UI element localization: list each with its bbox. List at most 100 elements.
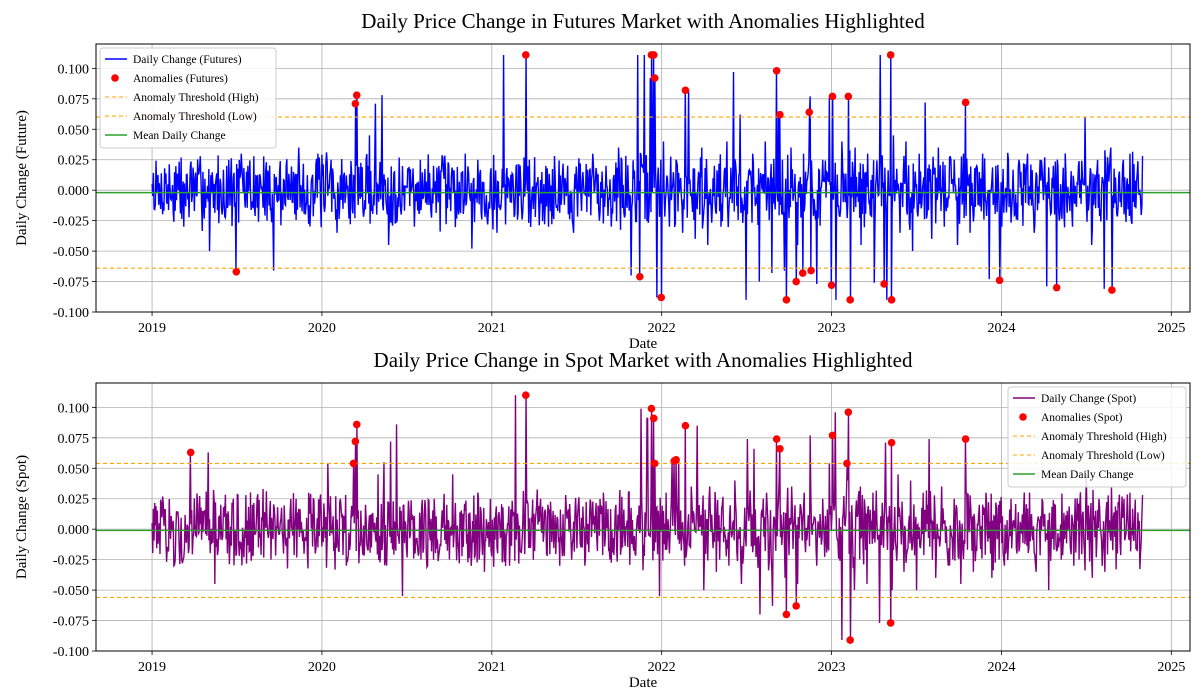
anomaly-point [232, 268, 241, 276]
legend-entry-anomalies: Anomalies (Futures) [111, 73, 228, 85]
anomaly-point [843, 459, 851, 468]
anomaly-point [772, 67, 781, 75]
legend-entry-mean: Mean Daily Change [105, 130, 226, 142]
chart-panel-spot: Daily Price Change in Spot Market with A… [14, 348, 1191, 691]
anomaly-point [846, 296, 854, 304]
anomaly-point [352, 91, 361, 99]
chart-title: Daily Price Change in Spot Market with A… [374, 348, 913, 372]
legend-label: Anomalies (Futures) [133, 73, 228, 85]
x-tick-label: 2021 [478, 321, 506, 336]
anomaly-point [1108, 286, 1116, 294]
anomaly-point [807, 266, 815, 275]
anomaly-point [521, 391, 530, 399]
legend-marker-dot [111, 74, 119, 82]
legend-label: Daily Change (Futures) [133, 54, 242, 66]
x-tick-label: 2019 [138, 660, 166, 675]
y-tick-label: 0.075 [58, 93, 90, 108]
legend-label: Anomaly Threshold (High) [133, 92, 259, 104]
legend-label: Anomaly Threshold (Low) [133, 111, 257, 123]
legend-entry-anomalies: Anomalies (Spot) [1019, 412, 1123, 424]
anomaly-point [887, 296, 896, 304]
legend-entry-threshold-high: Anomaly Threshold (High) [1013, 431, 1167, 443]
x-tick-label: 2022 [648, 321, 676, 336]
legend: Daily Change (Futures) Anomalies (Futures… [99, 47, 277, 149]
anomaly-point [649, 51, 658, 59]
y-tick-label: -0.025 [53, 215, 89, 230]
y-tick-label: -0.075 [53, 615, 89, 630]
anomaly-point [650, 459, 659, 468]
x-tick-label: 2022 [648, 660, 676, 675]
anomaly-point [352, 420, 361, 429]
anomaly-point [772, 435, 781, 443]
anomaly-point [792, 277, 800, 286]
anomaly-point [828, 92, 837, 101]
y-tick-label: 0.050 [58, 462, 90, 477]
x-axis-label: Date [629, 675, 658, 691]
y-tick-label: 0.100 [58, 401, 90, 416]
legend-label: Mean Daily Change [1041, 469, 1134, 481]
anomaly-point [186, 448, 195, 457]
anomaly-point [650, 74, 659, 82]
anomaly-point [827, 281, 836, 290]
x-axis-label: Date [629, 336, 658, 352]
y-tick-label: -0.050 [53, 584, 89, 599]
anomaly-point [351, 99, 360, 108]
legend-label: Anomalies (Spot) [1041, 412, 1123, 424]
anomaly-point [672, 455, 680, 464]
anomaly-point [776, 444, 784, 453]
legend-entry-threshold-low: Anomaly Threshold (Low) [105, 111, 257, 123]
x-tick-label: 2023 [818, 660, 846, 675]
x-tick-label: 2025 [1157, 660, 1185, 675]
y-tick-label: -0.050 [53, 245, 89, 260]
legend-box [1007, 386, 1187, 488]
y-axis-label: Daily Change (Future) [14, 110, 30, 246]
anomaly-point [351, 437, 360, 446]
anomaly-point [828, 431, 837, 440]
y-tick-label: 0.025 [58, 154, 90, 169]
anomaly-point [844, 92, 853, 101]
anomaly-point [886, 51, 895, 59]
plot-frame [95, 382, 1191, 652]
anomaly-point [844, 408, 853, 417]
x-tick-label: 2019 [138, 321, 166, 336]
anomaly-point [681, 86, 690, 95]
legend: Daily Change (Spot) Anomalies (Spot) Anoma… [1007, 386, 1187, 488]
anomaly-point [886, 619, 895, 627]
anomaly-point [636, 272, 644, 281]
x-tick-label: 2025 [1157, 321, 1185, 336]
anomaly-point [521, 51, 530, 59]
plot-frame [95, 43, 1191, 313]
legend-box [99, 47, 277, 149]
legend-marker-dot [1019, 413, 1027, 421]
legend-label: Mean Daily Change [133, 130, 226, 142]
anomaly-point [798, 269, 807, 277]
y-tick-label: 0.075 [58, 432, 90, 447]
series-line [151, 54, 1144, 300]
anomaly-point [887, 438, 896, 447]
x-tick-label: 2024 [987, 660, 1015, 675]
x-tick-label: 2020 [308, 321, 336, 336]
y-tick-label: -0.100 [53, 306, 89, 321]
y-tick-label: -0.100 [53, 645, 89, 660]
anomaly-point [1052, 283, 1061, 292]
anomaly-point [782, 296, 791, 304]
chart-title: Daily Price Change in Futures Market wit… [361, 9, 925, 33]
anomaly-point [649, 414, 658, 423]
legend-entry-series: Daily Change (Futures) [105, 54, 242, 66]
y-tick-label: -0.025 [53, 554, 89, 569]
anomaly-point [782, 610, 791, 619]
anomaly-point [647, 404, 656, 413]
legend-entry-threshold-low: Anomaly Threshold (Low) [1013, 450, 1165, 462]
y-tick-label: 0.000 [58, 523, 90, 538]
y-tick-label: 0.000 [58, 184, 90, 199]
x-tick-label: 2024 [987, 321, 1015, 336]
legend-entry-mean: Mean Daily Change [1013, 469, 1134, 481]
legend-label: Daily Change (Spot) [1041, 393, 1136, 405]
y-tick-label: 0.050 [58, 123, 90, 138]
anomaly-point [995, 276, 1004, 285]
legend-entry-series: Daily Change (Spot) [1013, 393, 1136, 405]
anomaly-point [657, 293, 666, 302]
anomaly-point [961, 98, 970, 107]
